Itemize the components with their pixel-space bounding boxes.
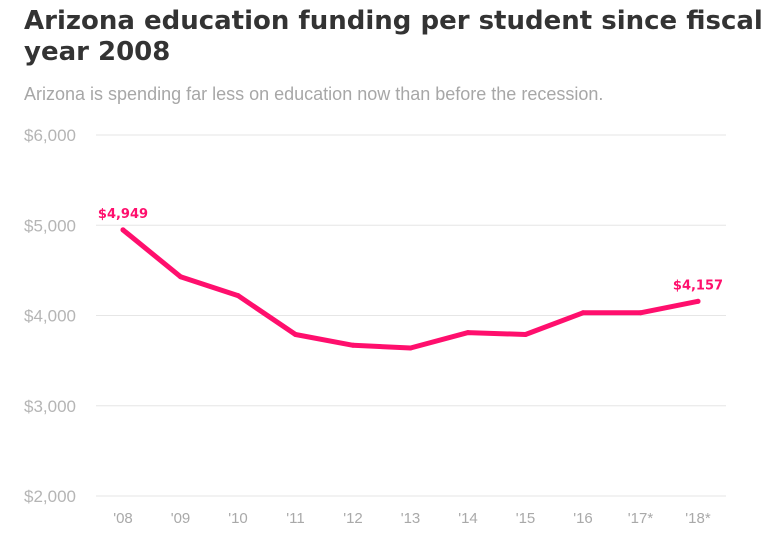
y-tick-label: $6,000	[24, 126, 76, 145]
x-tick-label: '12	[343, 510, 363, 527]
y-tick-label: $4,000	[24, 307, 76, 326]
x-tick-label: '18*	[685, 510, 711, 527]
series-line	[120, 227, 701, 351]
data-point	[695, 298, 701, 304]
x-tick-label: '17*	[628, 510, 654, 527]
data-label: $4,949	[98, 207, 148, 222]
x-tick-label: '08	[113, 510, 133, 527]
x-axis-ticks: '08 '09 '10 '11 '12 '13 '14 '15 '16 '17* '18*	[113, 510, 711, 527]
data-point	[580, 310, 586, 316]
data-point	[120, 227, 126, 233]
data-labels: $4,949 $4,157	[98, 207, 723, 293]
x-tick-label: '16	[573, 510, 593, 527]
x-tick-label: '11	[286, 510, 304, 527]
x-tick-label: '14	[458, 510, 478, 527]
y-axis-ticks: $2,000 $3,000 $4,000 $5,000 $6,000	[24, 126, 76, 506]
x-tick-label: '13	[401, 510, 421, 527]
data-point	[178, 274, 183, 280]
x-tick-label: '09	[171, 510, 191, 527]
data-point	[293, 331, 298, 337]
gridlines	[96, 134, 726, 497]
chart-title: Arizona education funding per student si…	[24, 6, 763, 67]
data-point	[408, 345, 413, 351]
x-tick-label: '10	[228, 510, 248, 527]
series-funding	[120, 227, 701, 351]
data-point	[638, 310, 643, 316]
y-tick-label: $3,000	[24, 397, 76, 416]
data-point	[350, 342, 356, 348]
y-tick-label: $2,000	[24, 487, 76, 506]
data-point	[235, 293, 241, 299]
data-point	[465, 330, 471, 336]
data-point	[523, 331, 528, 337]
y-tick-label: $5,000	[24, 216, 76, 235]
x-tick-label: '15	[516, 510, 536, 527]
data-label: $4,157	[673, 278, 723, 293]
chart-subtitle: Arizona is spending far less on educatio…	[24, 84, 604, 104]
